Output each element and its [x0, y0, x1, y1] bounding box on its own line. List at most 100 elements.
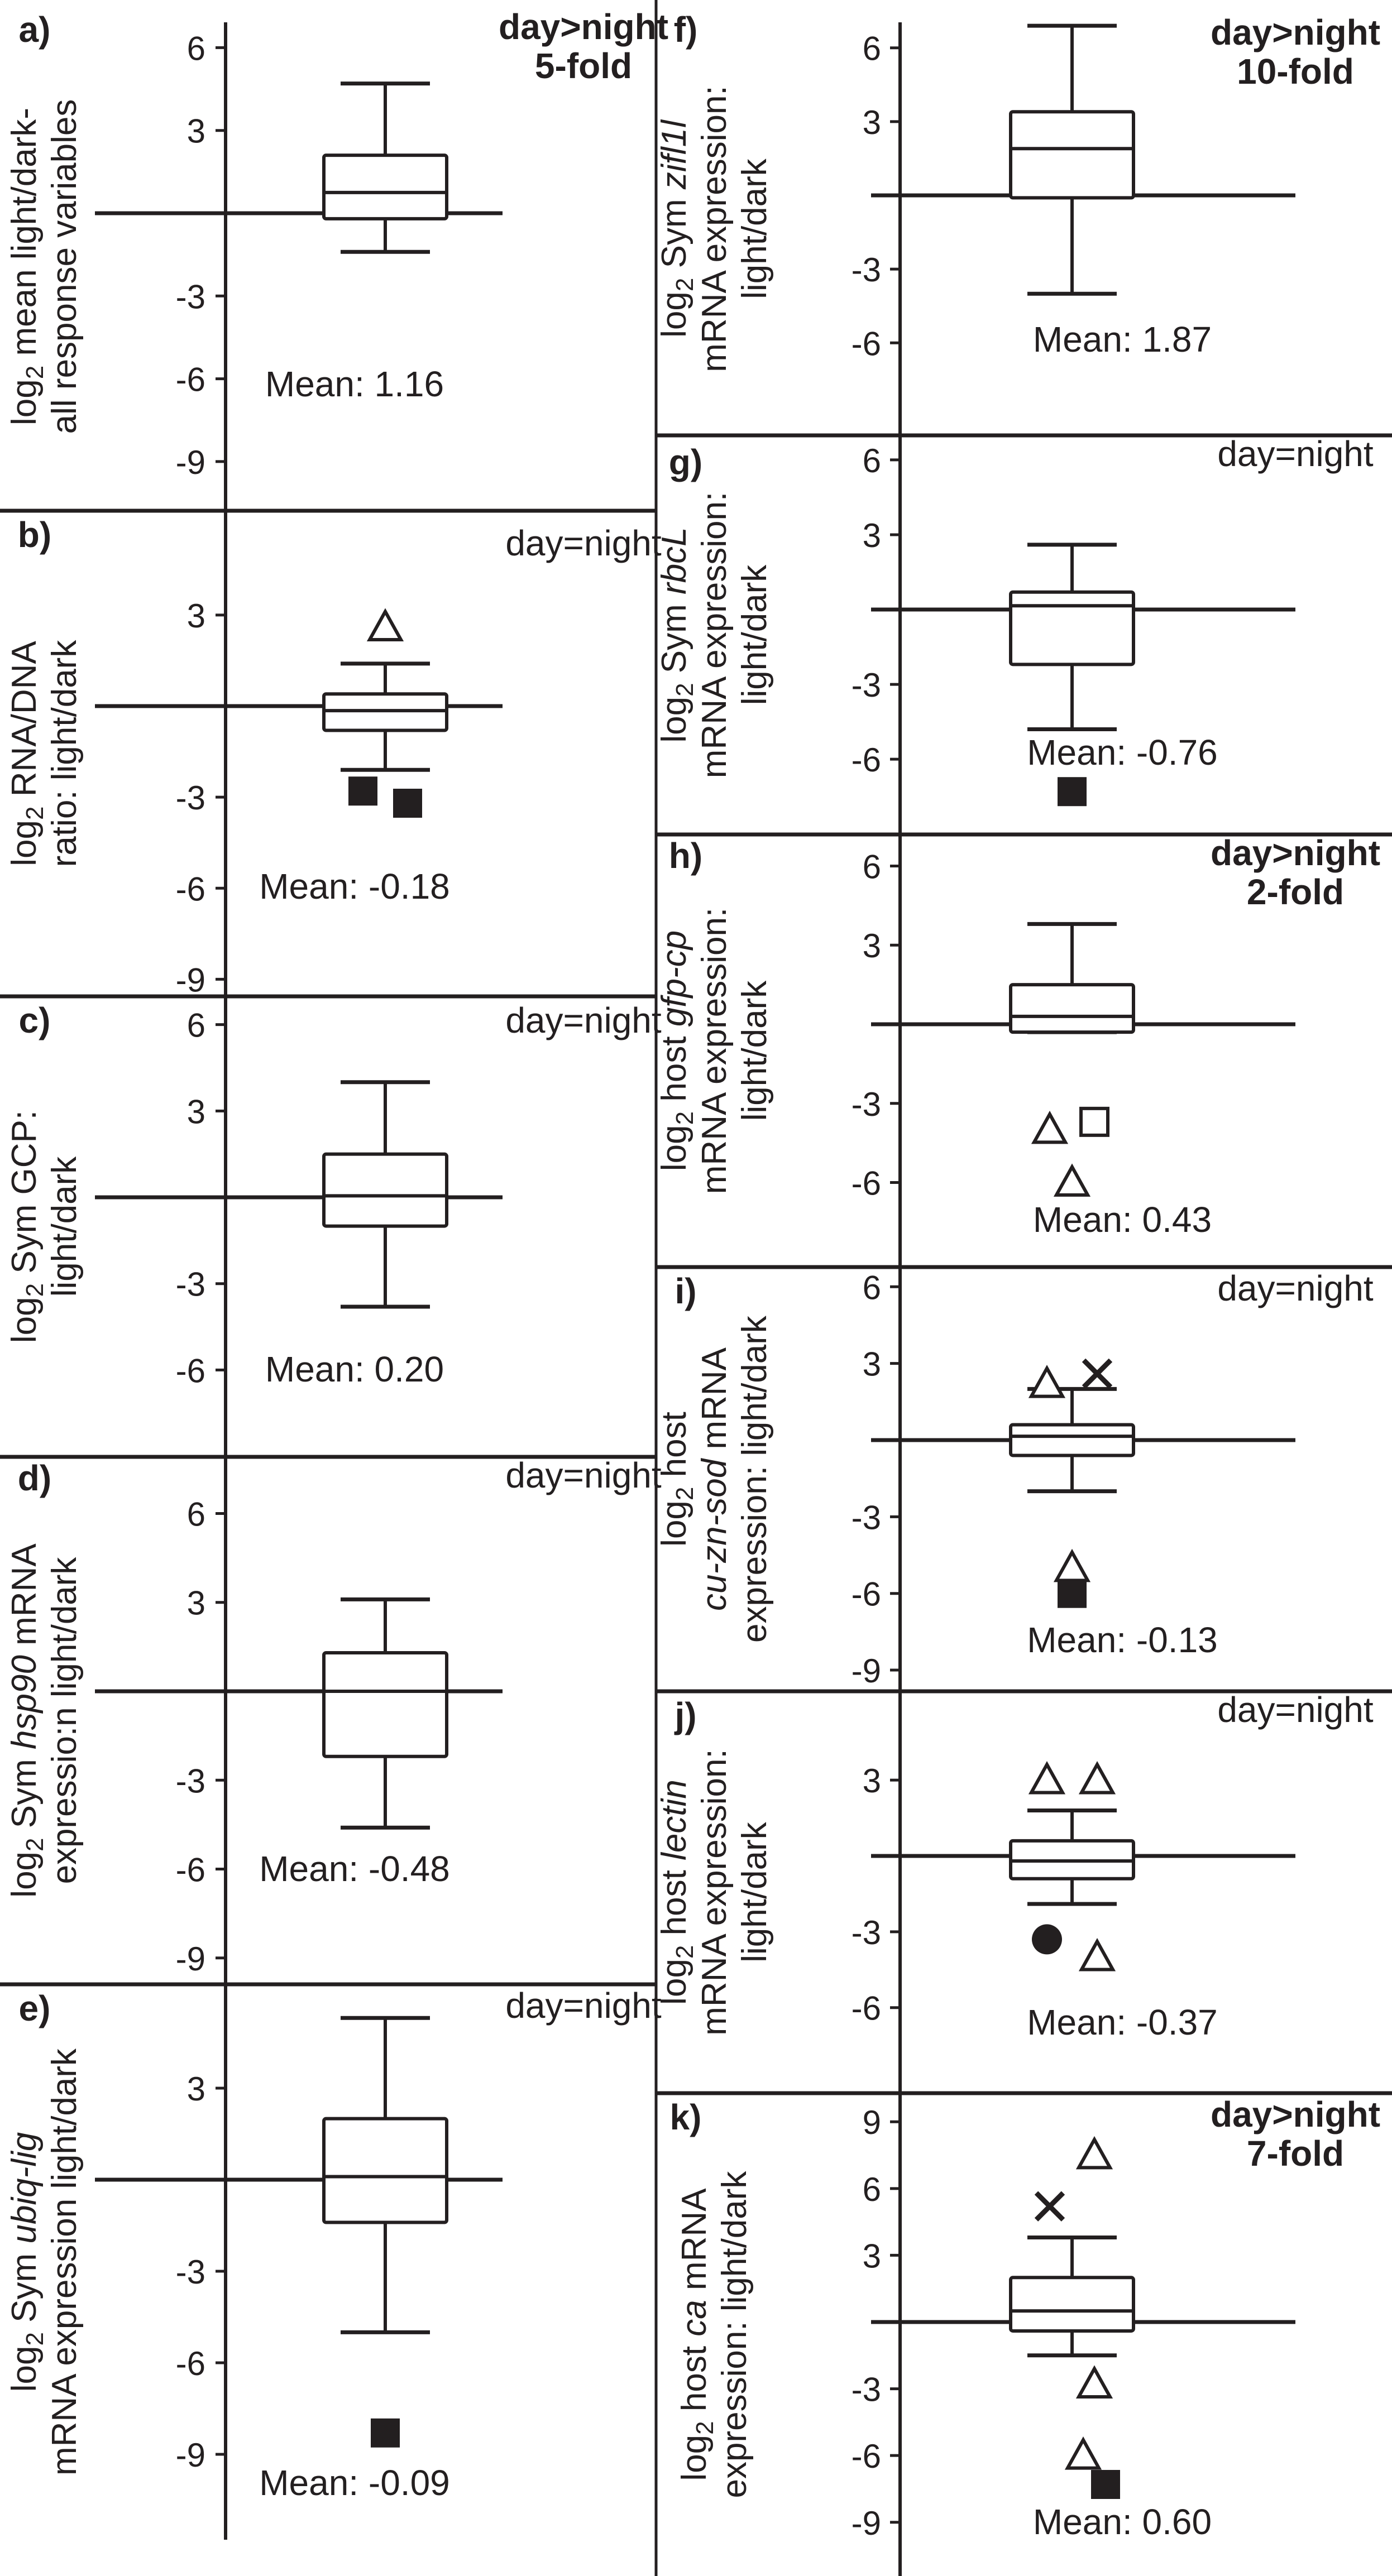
outlier-triangle — [1028, 1760, 1066, 1795]
y-tick-label: 6 — [863, 1269, 881, 1306]
y-tick-label: 6 — [863, 442, 881, 479]
y-tick-label: 3 — [187, 113, 205, 150]
panel-k: 9 6 3 -3 -6 -9 log2 host ca mRNA expression: li… — [670, 2093, 1380, 2576]
panel-letter: k) — [670, 2097, 702, 2137]
box — [322, 153, 448, 220]
y-axis-label: mRNA expression light/dark — [45, 2048, 84, 2476]
y-axis-label-part: 2 — [21, 1283, 49, 1297]
y-axis-label-part: 2 — [671, 1945, 699, 1959]
y-tick-label: -6 — [852, 1165, 881, 1202]
y-tick-label: -6 — [176, 1352, 205, 1389]
significance-label: day>night — [499, 7, 668, 47]
y-axis-label-part: 2 — [21, 2332, 49, 2345]
y-tick-label: 3 — [187, 1585, 205, 1622]
y-axis-label: mRNA expression: — [695, 85, 734, 372]
y-tick-label: -6 — [852, 741, 881, 779]
panel-letter: f) — [674, 9, 698, 50]
outlier-triangle — [1078, 1937, 1116, 1971]
panel-letter: h) — [669, 836, 702, 876]
y-axis-label-part: 2 — [671, 278, 699, 291]
outlier-triangle — [366, 608, 404, 642]
mean-label: Mean: -0.37 — [1027, 2002, 1218, 2042]
y-axis-label-part: log — [5, 820, 44, 866]
outlier-x — [1034, 2191, 1065, 2222]
significance-label: day>night — [1211, 833, 1380, 873]
box — [1009, 2276, 1135, 2333]
y-axis-label-part: cu-zn-sod — [695, 1457, 734, 1611]
box — [1009, 983, 1135, 1034]
y-axis-label-part: 2 — [671, 1487, 699, 1500]
y-axis-label: light/dark — [735, 980, 774, 1121]
y-tick-label: -9 — [176, 444, 205, 481]
panel-d: 6 3 -3 -6 -9 log2 Sym hsp90 mRNA expressio:n l… — [5, 1455, 662, 1984]
y-axis-label-part: mRNA expression: — [695, 1749, 734, 2035]
y-axis-label-part: 2 — [671, 683, 699, 696]
y-axis-label: light/dark — [735, 564, 774, 706]
panel-a: 6 3 -3 -6 -9 log2 mean light/dark-all respons… — [5, 7, 668, 511]
outlier-triangle — [1075, 2365, 1113, 2399]
y-tick-label: 3 — [863, 517, 881, 554]
significance-label: 10-fold — [1237, 51, 1354, 92]
y-axis-label-part: mRNA expression light/dark — [45, 2048, 84, 2476]
y-axis-label-part: ca — [675, 2300, 714, 2336]
mean-label: Mean: -0.76 — [1027, 732, 1218, 773]
y-axis-label-part: Sym — [655, 594, 693, 683]
panel-letter: e) — [19, 1988, 51, 2028]
panel-e: 3 -3 -6 -9 log2 Sym ubiq-lig mRNA expression … — [5, 1984, 662, 2540]
y-axis-label-part: Sym — [5, 2244, 44, 2332]
y-axis-label-part: host — [655, 1860, 693, 1945]
y-axis-label: light/dark — [735, 1821, 774, 1963]
y-axis-label: all response variables — [45, 99, 84, 434]
y-tick-label: -6 — [176, 870, 205, 908]
mean-label: Mean: 1.87 — [1033, 319, 1212, 359]
y-axis-label: log2 host ca mRNA — [675, 2188, 719, 2481]
mean-label: Mean: 0.43 — [1033, 1200, 1212, 1240]
y-axis-label-part: mRNA — [5, 1543, 44, 1655]
panel-h: 6 3 -3 -6 log2 host gfp-cp mRNA expression: li… — [655, 833, 1380, 1267]
y-tick-label: 9 — [863, 2104, 881, 2141]
significance-label: day>night — [1211, 12, 1380, 52]
y-tick-label: -3 — [176, 278, 205, 315]
y-tick-label: 6 — [863, 2171, 881, 2208]
outlier-square-filled — [1058, 1579, 1087, 1608]
significance-label: 5-fold — [535, 46, 632, 86]
y-axis-label-part: ubiq-lig — [5, 2132, 44, 2244]
y-axis-label-part: log — [655, 1500, 693, 1547]
y-tick-label: -9 — [176, 2436, 205, 2474]
y-tick-label: -3 — [852, 1086, 881, 1123]
y-axis-label-part: Sym — [655, 189, 693, 277]
y-axis-label-part: rbcL — [655, 527, 693, 594]
significance-label: day>night — [1211, 2094, 1380, 2134]
y-tick-label: 3 — [863, 1346, 881, 1383]
y-tick-label: -6 — [176, 361, 205, 399]
panel-letter: c) — [19, 1000, 51, 1040]
y-tick-label: -9 — [852, 1652, 881, 1690]
outlier-triangle — [1078, 1760, 1116, 1795]
panel-c: 6 3 -3 -6 log2 Sym GCP: light/dark c) day=night… — [5, 996, 662, 1457]
y-tick-label: -3 — [176, 1762, 205, 1800]
y-axis-label: log2 host gfp-cp — [655, 930, 699, 1171]
mean-label: Mean: -0.48 — [259, 1849, 450, 1889]
y-axis-label: log2 Sym zifl1l — [655, 119, 699, 338]
panel-letter: j) — [674, 1695, 696, 1735]
y-axis-label: log2 mean light/dark- — [5, 108, 49, 425]
y-axis-label-part: all response variables — [45, 99, 84, 434]
y-tick-label: -3 — [176, 779, 205, 817]
y-axis-label-part: log — [655, 1125, 693, 1171]
y-tick-label: 3 — [863, 927, 881, 965]
y-tick-label: 3 — [863, 104, 881, 141]
y-axis-label-part: mRNA expression: — [695, 908, 734, 1194]
mean-label: Mean: -0.18 — [259, 866, 450, 906]
box — [322, 1651, 448, 1758]
y-tick-label: 6 — [863, 30, 881, 68]
y-axis-label: ratio: light/dark — [45, 640, 84, 867]
y-axis-label: light/dark — [45, 1156, 84, 1297]
y-axis-label-part: mRNA expression: — [695, 85, 734, 372]
outlier-triangle — [1075, 2136, 1113, 2170]
y-tick-label: -6 — [176, 2345, 205, 2382]
box — [1009, 110, 1135, 200]
y-axis-label-part: host — [655, 1026, 693, 1111]
y-axis-label: log2 Sym hsp90 mRNA — [5, 1543, 49, 1898]
